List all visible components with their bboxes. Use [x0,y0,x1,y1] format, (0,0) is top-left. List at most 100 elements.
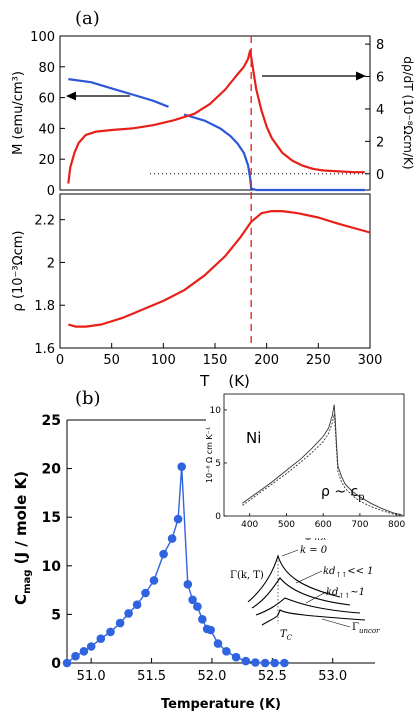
inset-schematic: Γ(k, T) k = 0 kd↑↑<< 1 kd↑↑~1 Γuncor TC [220,540,406,642]
a-bottom-x-tick-label: 150 [203,353,228,368]
a-bottom-ylabel: ρ (10⁻³Ωcm) [11,231,26,312]
inset-ni: 400 500 600 700 800 0 5 10 Ni ρ ~ cp 10⁻⁸ Ω cm … [205,388,408,560]
a-bottom-y-tick-label: 1.8 [34,299,55,314]
panel-b: 51.0 51.5 52.0 52.5 53.0 0 5 10 15 20 25 Cmag (J /… [12,413,375,712]
schematic-label-uncor: Γuncor [352,622,380,635]
a-bottom-x-tick-label: 100 [151,353,176,368]
a-top-ylabel-left: M (emu/cm³) [11,71,26,155]
panel-a-top: 0 20 40 60 80 100 0 2 4 6 8 M (emu/cm³) dρ/dT (10… [11,30,415,199]
panel-b-data-point [188,595,197,605]
a-top-left-axis: 0 20 40 60 80 100 [30,30,65,199]
a-bottom-series [67,210,371,328]
inset-ni-bg [206,388,408,560]
panel-b-axes: 51.0 51.5 52.0 52.5 53.0 0 5 10 15 20 25 [42,413,348,684]
a-top-left-tick-label: 100 [30,30,55,45]
schematic-bg [220,540,406,635]
a-bottom-resistivity-line [67,210,371,328]
panel-b-data-point [79,647,89,656]
panel-b-data-point [193,602,202,611]
a-top-magnetization-line-1 [183,113,365,192]
panel-b-x-tick-label: 52.5 [258,669,287,684]
panel-b-y-tick-label: 0 [51,656,61,672]
panel-b-data-point [106,627,115,637]
inset-ni-frame [223,393,405,517]
panel-b-data-point [280,658,289,668]
inset-ni-y-tick-label: 5 [215,459,221,469]
panel-b-y-tick-label: 25 [42,413,61,429]
inset-ni-curve-0 [242,404,403,516]
panel-b-y-tick-label: 5 [51,607,61,623]
a-bottom-x-tick-label: 50 [103,353,120,368]
panel-b-y-tick-label: 20 [42,462,62,478]
a-top-left-tick-label: 60 [38,92,55,107]
panel-b-x-tick-label: 52.0 [197,669,226,684]
inset-ni-annotation: ρ ~ cp [321,484,365,503]
panel-b-data-point [251,658,260,667]
schematic-curve-kd-small [251,577,351,609]
a-top-right-tick-label: 0 [376,168,384,183]
a-bottom-x-tick-label: 0 [56,353,64,368]
a-bottom-axes: 0 50 100 150 200 250 300 1.6 1.8 2 2.2 [34,214,382,368]
inset-ni-y-tick-label: 0 [215,512,221,522]
a-top-right-tick-label: 8 [376,38,384,53]
a-bottom-x-tick-label: 200 [254,353,279,368]
panel-b-data-point [115,618,125,628]
panel-b-data-point [71,651,80,661]
schematic-label-kd-one: kd↑↑~1 [326,587,365,600]
a-top-right-tick-label: 4 [376,103,384,118]
panel-b-data-point [177,462,186,472]
a-top-left-tick-label: 0 [47,184,55,199]
schematic-label-k0: k = 0 [300,545,328,556]
panel-b-data-point [141,588,150,598]
a-bottom-xlabel: T (K) [199,372,250,390]
panel-b-data-point [270,658,280,668]
a-bottom-y-tick-label: 2.2 [34,214,55,229]
panel-b-series [62,462,289,668]
panel-a-bottom: 0 50 100 150 200 250 300 1.6 1.8 2 2.2 ρ (10⁻³Ωcm)… [11,193,382,390]
inset-ni-x-tick-label: 400 [241,520,258,530]
schematic-curve-k0 [247,554,341,603]
a-top-magnetization-line-0 [68,78,169,108]
panel-b-data-point [222,647,231,656]
schematic-arrow-2 [295,570,323,584]
panel-b-data-point [96,634,106,643]
panel-b-data-point [206,625,215,635]
schematic-ylabel: Γ(k, T) [230,570,264,581]
inset-ni-series [242,404,403,516]
panel-b-y-tick-label: 15 [42,510,61,526]
panel-a-label: (a) [75,8,100,29]
inset-ni-y-tick-label: 10 [210,406,222,416]
inset-ni-x-tick-label: 600 [315,520,332,530]
a-bottom-x-tick-label: 300 [358,353,383,368]
inset-ni-x-tick-label: 500 [278,520,295,530]
a-top-right-axis: 0 2 4 6 8 [365,38,384,183]
panel-b-data-point [167,534,177,543]
panel-b-x-tick-label: 51.0 [77,669,106,684]
panel-b-data-point [198,615,207,624]
inset-ni-title: Ni [246,429,261,447]
inset-ni-ylabel: 10⁻⁸ Ω cm K⁻¹ [205,427,214,483]
left-arrow [66,91,130,101]
inset-ni-curve-1 [242,414,403,516]
inset-ni-x-tick-label: 800 [388,520,405,530]
a-top-left-tick-label: 20 [38,153,55,168]
a-top-resistivity-derivative-line [67,49,365,184]
panel-b-data-point [124,609,133,618]
panel-b-data-point [183,580,193,589]
a-top-right-tick-label: 2 [376,135,384,150]
panel-b-x-tick-label: 53.0 [318,669,347,684]
schematic-label-kd-small: kd↑↑<< 1 [323,566,374,579]
panel-b-data-point [149,576,159,585]
panel-b-data-point [62,658,72,668]
inset-ni-x-tick-label: 700 [351,520,368,530]
a-top-left-tick-label: 80 [38,61,55,76]
panel-b-y-tick-label: 10 [42,559,62,575]
panel-b-x-tick-label: 51.5 [137,669,166,684]
a-top-left-tick-label: 40 [38,122,55,137]
panel-b-data-point [86,642,96,651]
panel-b-data-point [213,639,223,648]
panel-b-data-point [159,549,168,559]
panel-b-data-point [231,652,241,662]
a-top-ylabel-right: dρ/dT (10⁻⁸Ωcm/K) [401,56,415,169]
